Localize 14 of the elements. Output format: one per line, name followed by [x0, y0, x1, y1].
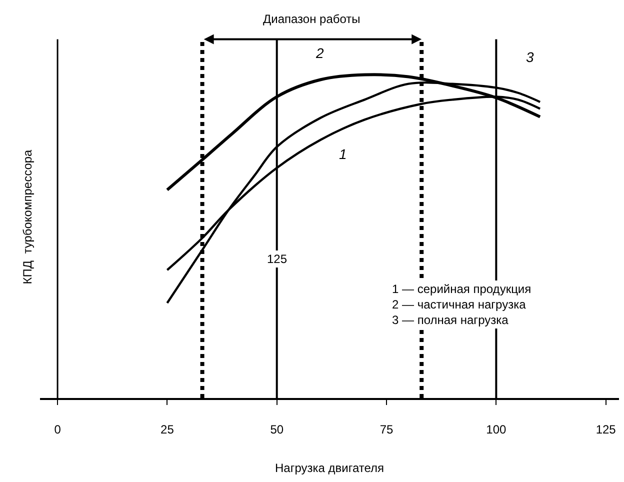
x-tick-label: 50 [270, 422, 284, 436]
x-axis-title: Нагрузка двигателя [274, 460, 384, 475]
x-tick-label: 100 [486, 422, 507, 436]
annotation: 125 [267, 252, 288, 266]
x-tick-label: 125 [596, 422, 616, 436]
annotation: 1 — серийная продукция 2 — частичная нагрузка 3 — полная нагрузка [392, 282, 532, 328]
series-label: 2 [315, 45, 324, 61]
series-label: 1 [339, 146, 347, 162]
text: 3 [526, 49, 534, 65]
text: Диапазон работы [263, 12, 360, 26]
y-axis-title: КПД турбокомпрессора [20, 149, 34, 284]
x-tick-label: 25 [160, 422, 174, 436]
x-tick-label: 75 [380, 422, 394, 436]
x-tick-label: 0 [54, 422, 62, 436]
